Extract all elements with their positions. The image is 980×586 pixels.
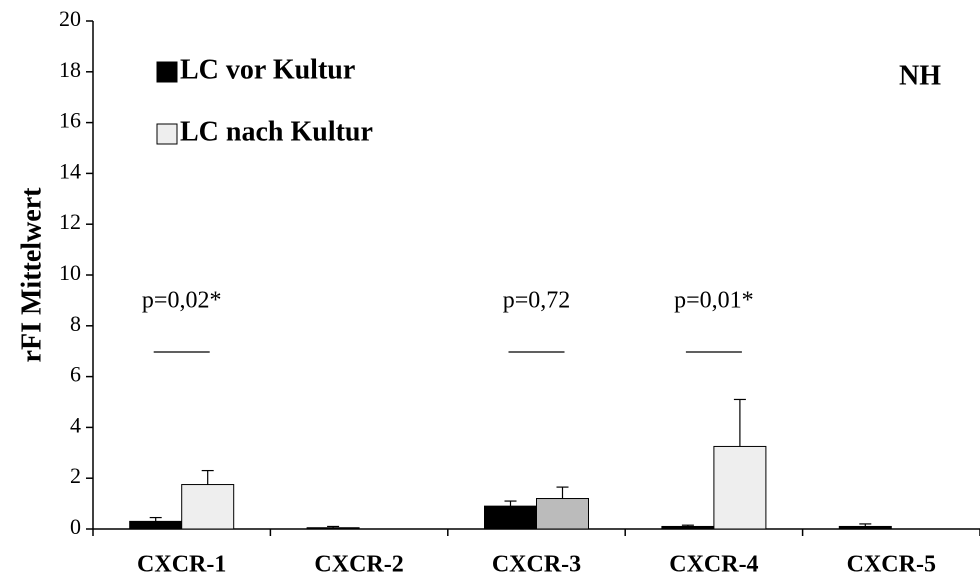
y-tick-label: 8 <box>70 311 81 336</box>
p-value: p=0,02* <box>142 288 222 314</box>
x-tick-label: CXCR-1 <box>137 552 226 578</box>
y-tick-label: 20 <box>59 6 81 31</box>
x-tick-label: CXCR-2 <box>314 552 403 578</box>
y-tick-label: 6 <box>70 362 81 387</box>
bar <box>484 505 537 530</box>
bar <box>536 498 589 530</box>
legend-label: LC nach Kultur <box>180 116 373 147</box>
y-tick-label: 10 <box>59 260 81 285</box>
bar <box>181 484 235 530</box>
legend-label: LC vor Kultur <box>180 54 355 85</box>
y-tick-label: 14 <box>59 158 81 183</box>
y-tick-label: 4 <box>70 412 81 437</box>
y-tick-label: 2 <box>70 463 81 488</box>
x-tick-label: CXCR-4 <box>669 552 758 578</box>
bar <box>661 525 715 530</box>
x-tick-label: CXCR-3 <box>492 552 581 578</box>
p-value: p=0,72 <box>503 288 571 314</box>
corner-label: NH <box>899 60 941 91</box>
legend-swatch <box>156 61 178 83</box>
legend-swatch <box>156 123 178 145</box>
bar <box>306 527 360 530</box>
y-axis-label: rFI Mittelwert <box>16 187 47 363</box>
y-tick-label: 0 <box>70 514 81 539</box>
y-tick-label: 16 <box>59 108 81 133</box>
p-value: p=0,01* <box>674 288 754 314</box>
bar <box>129 520 183 530</box>
x-tick-label: CXCR-5 <box>847 552 936 578</box>
bar <box>713 445 767 530</box>
y-tick-label: 18 <box>59 57 81 82</box>
bar <box>838 525 892 530</box>
y-tick-label: 12 <box>59 209 81 234</box>
